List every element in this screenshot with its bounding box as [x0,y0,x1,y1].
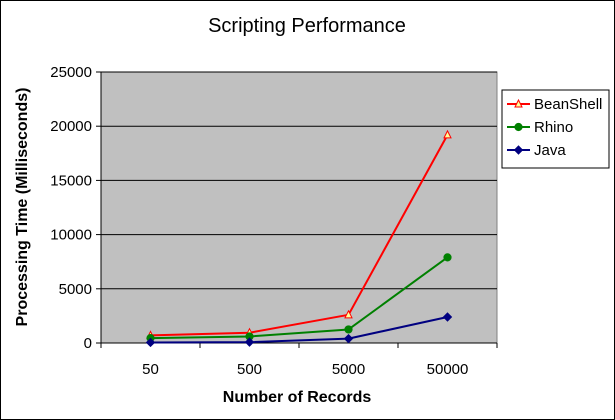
y-tick-label: 5000 [59,281,92,298]
gridlines [101,71,497,290]
y-tick-label: 0 [84,335,92,352]
plot-area [100,71,498,344]
data-point-java [244,337,255,347]
legend-label-rhino: Rhino [534,119,573,136]
y-tick-label: 20000 [50,118,92,135]
y-tick-label: 25000 [50,64,92,81]
x-tick-label: 5000 [332,361,365,378]
x-tick-label: 50000 [427,361,469,378]
data-point-beanshell [443,129,452,139]
legend-label-java: Java [534,142,566,159]
data-point-rhino [443,253,452,262]
series-line-rhino [150,256,449,340]
legend: BeanShell Rhino Java [507,96,602,159]
x-tick-label: 50 [142,361,159,378]
legend-marker-rhino [514,122,523,132]
x-axis-title: Number of Records [223,389,372,406]
y-tick-label: 10000 [50,227,92,244]
legend-label-beanshell: BeanShell [534,96,602,113]
y-tick-label: 15000 [50,172,92,189]
series-group [145,129,453,348]
data-point-java [343,333,354,344]
x-tick-label: 500 [237,361,262,378]
y-axis-ticks: 0 5000 10000 15000 20000 25000 [50,64,101,352]
x-axis-ticks: 50 500 5000 50000 [100,343,498,378]
chart-title: Scripting Performance [208,15,406,37]
legend-marker-beanshell [514,98,523,108]
series-line-beanshell [150,134,449,337]
data-point-beanshell [344,309,353,319]
y-axis-title: Processing Time (Milliseconds) [14,88,31,327]
data-point-java [145,337,156,348]
data-point-rhino [344,325,353,334]
series-line-java [150,316,448,344]
data-point-java [442,312,453,322]
legend-marker-java [513,145,524,155]
